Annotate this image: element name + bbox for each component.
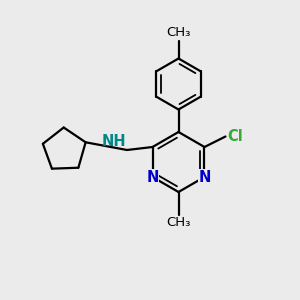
- Text: N: N: [146, 169, 159, 184]
- Text: NH: NH: [101, 134, 126, 148]
- Text: N: N: [198, 169, 211, 184]
- Text: CH₃: CH₃: [166, 216, 191, 229]
- Text: Cl: Cl: [227, 129, 243, 144]
- Text: CH₃: CH₃: [166, 26, 191, 39]
